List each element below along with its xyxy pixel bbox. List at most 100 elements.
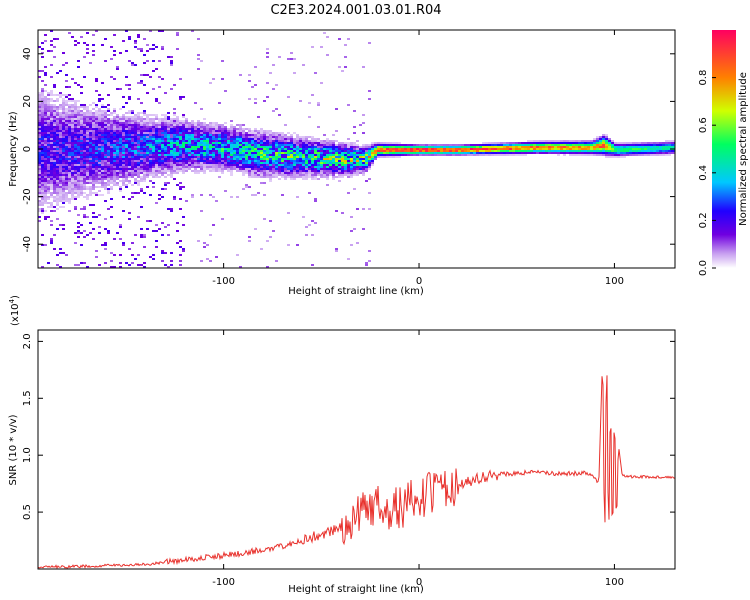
- spectrogram-cell: [158, 60, 161, 62]
- spectrogram-cell: [83, 152, 86, 154]
- spectrogram-cell: [74, 108, 77, 110]
- spectrogram-cell: [299, 140, 302, 142]
- spectrogram-cell: [581, 140, 584, 142]
- spectrogram-cell: [566, 140, 569, 142]
- spectrogram-cell: [143, 166, 146, 168]
- spectrogram-cell: [161, 140, 164, 142]
- spectrogram-cell: [248, 152, 251, 154]
- spectrogram-cell: [296, 162, 299, 164]
- spectrogram-cell: [239, 154, 242, 156]
- spectrogram-cell: [122, 152, 125, 154]
- spectrogram-cell: [182, 164, 185, 166]
- spectrogram-cell: [65, 144, 68, 146]
- spectrogram-cell: [200, 136, 203, 138]
- spectrogram-cell: [449, 150, 452, 152]
- spectrogram-cell: [113, 108, 116, 110]
- spectrogram-cell: [143, 172, 146, 174]
- spectrogram-cell: [116, 132, 119, 134]
- spectrogram-cell: [71, 108, 74, 110]
- spectrogram-cell: [479, 146, 482, 148]
- spectrogram-cell: [194, 166, 197, 168]
- spectrogram-cell: [143, 152, 146, 154]
- spectrogram-cell: [299, 100, 302, 102]
- spectrogram-cell: [371, 146, 374, 148]
- spectrogram-cell: [74, 40, 77, 42]
- spectrogram-cell: [41, 142, 44, 144]
- spectrogram-cell: [512, 150, 515, 152]
- spectrogram-cell: [563, 148, 566, 150]
- spectrogram-cell: [146, 142, 149, 144]
- spectrogram-cell: [347, 172, 350, 174]
- spectrogram-cell: [137, 148, 140, 150]
- spectrogram-cell: [278, 138, 281, 140]
- spectrogram-cell: [86, 108, 89, 110]
- spectrogram-cell: [62, 144, 65, 146]
- spectrogram-cell: [341, 168, 344, 170]
- spectrogram-cell: [41, 180, 44, 182]
- spectrogram-cell: [71, 184, 74, 186]
- spectrogram-cell: [38, 200, 41, 202]
- spectrogram-cell: [362, 208, 365, 210]
- spectrogram-cell: [98, 148, 101, 150]
- spectrogram-cell: [122, 162, 125, 164]
- spectrogram-cell: [92, 148, 95, 150]
- spectrogram-cell: [299, 142, 302, 144]
- spectrogram-cell: [188, 152, 191, 154]
- spectrogram-cell: [269, 144, 272, 146]
- spectrogram-cell: [80, 152, 83, 154]
- spectrogram-cell: [158, 150, 161, 152]
- spectrogram-cell: [371, 154, 374, 156]
- spectrogram-cell: [254, 176, 257, 178]
- spectrogram-cell: [122, 242, 125, 244]
- spectrogram-cell: [86, 148, 89, 150]
- spectrogram-cell: [62, 206, 65, 208]
- spectrogram-cell: [176, 162, 179, 164]
- spectrogram-cell: [452, 152, 455, 154]
- spectrogram-cell: [557, 152, 560, 154]
- spectrogram-cell: [248, 240, 251, 242]
- spectrogram-cell: [146, 166, 149, 168]
- spectrogram-cell: [293, 166, 296, 168]
- spectrogram-cell: [191, 164, 194, 166]
- spectrogram-cell: [341, 172, 344, 174]
- spectrogram-cell: [350, 176, 353, 178]
- spectrogram-cell: [599, 150, 602, 152]
- spectrogram-cell: [116, 122, 119, 124]
- spectrogram-cell: [53, 178, 56, 180]
- spectrogram-cell: [209, 128, 212, 130]
- spectrogram-cell: [149, 170, 152, 172]
- spectrogram-cell: [311, 150, 314, 152]
- spectrogram-cell: [92, 124, 95, 126]
- spectrogram-cell: [254, 130, 257, 132]
- spectrogram-cell: [404, 148, 407, 150]
- spectrogram-cell: [209, 132, 212, 134]
- spectrogram-cell: [347, 156, 350, 158]
- spectrogram-cell: [122, 148, 125, 150]
- spectrogram-cell: [482, 148, 485, 150]
- spectrogram-cell: [287, 138, 290, 140]
- spectrogram-cell: [554, 150, 557, 152]
- spectrogram-cell: [614, 154, 617, 156]
- spectrogram-cell: [260, 182, 263, 184]
- spectrogram-cell: [530, 148, 533, 150]
- spectrogram-cell: [77, 138, 80, 140]
- spectrogram-cell: [74, 106, 77, 108]
- spectrogram-cell: [539, 146, 542, 148]
- spectrogram-cell: [509, 142, 512, 144]
- spectrogram-cell: [59, 150, 62, 152]
- spectrogram-cell: [80, 176, 83, 178]
- spectrogram-cell: [608, 154, 611, 156]
- spectrogram-cell: [125, 128, 128, 130]
- spectrogram-cell: [173, 142, 176, 144]
- spectrogram-cell: [272, 150, 275, 152]
- spectrogram-cell: [614, 146, 617, 148]
- spectrogram-cell: [215, 144, 218, 146]
- spectrogram-cell: [38, 46, 41, 48]
- spectrogram-cell: [56, 134, 59, 136]
- spectrogram-cell: [68, 168, 71, 170]
- spectrogram-cell: [50, 126, 53, 128]
- spectrogram-cell: [110, 136, 113, 138]
- spectrogram-cell: [89, 132, 92, 134]
- spectrogram-cell: [308, 140, 311, 142]
- spectrogram-cell: [212, 156, 215, 158]
